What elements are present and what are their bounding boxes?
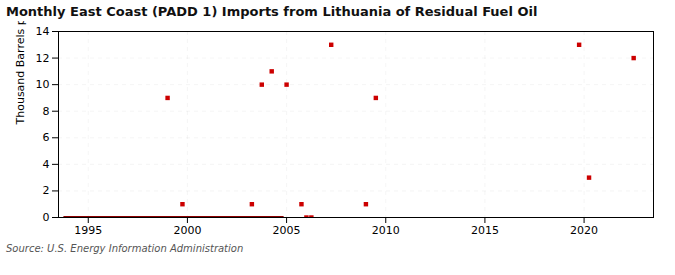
svg-text:2000: 2000 <box>173 224 201 237</box>
svg-text:10: 10 <box>36 78 50 91</box>
svg-text:1995: 1995 <box>74 224 102 237</box>
svg-text:8: 8 <box>43 105 50 118</box>
svg-text:2015: 2015 <box>471 224 499 237</box>
svg-text:2: 2 <box>43 184 50 197</box>
html-text:Monthly East Coast (PADD 1) Im: Monthly East Coast (PADD 1) Imports from… <box>6 4 538 19</box>
svg-text:6: 6 <box>43 131 50 144</box>
svg-text:12: 12 <box>36 52 50 65</box>
html-text:Source: U.S. Energy Informatio: Source: U.S. Energy Information Administ… <box>6 243 244 254</box>
svg-text:4: 4 <box>43 158 50 171</box>
svg-text:2010: 2010 <box>372 224 400 237</box>
svg-text:2005: 2005 <box>273 224 301 237</box>
svg-text:2020: 2020 <box>570 224 598 237</box>
svg-text:0: 0 <box>43 211 50 224</box>
svg-text:14: 14 <box>36 25 50 38</box>
svg-text:Thousand Barrels per Day: Thousand Barrels per Day <box>14 21 27 126</box>
